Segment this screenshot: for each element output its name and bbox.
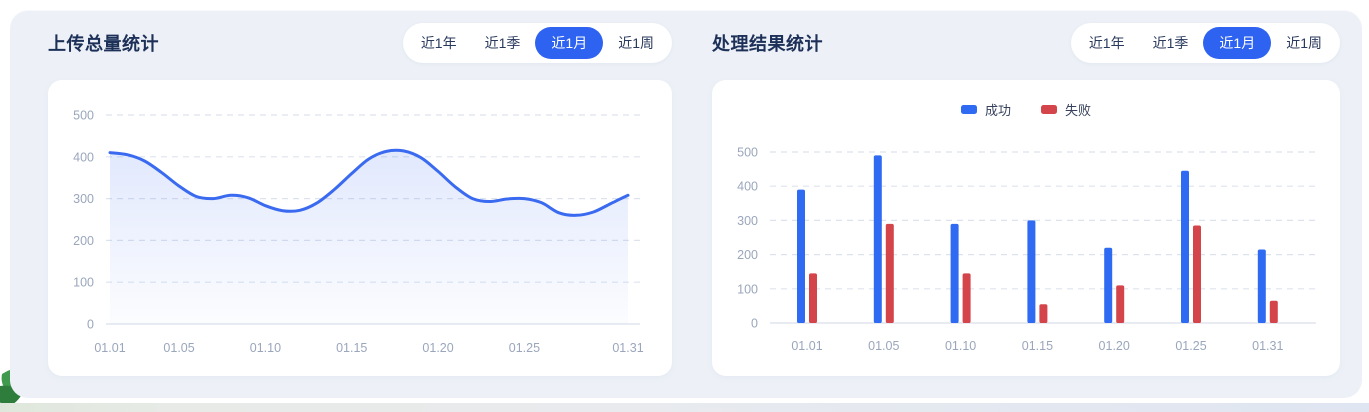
- legend-fail-label: 失败: [1065, 103, 1092, 118]
- upload-filter-option-week[interactable]: 近1周: [618, 35, 654, 51]
- svg-text:400: 400: [73, 150, 94, 164]
- statistics-panel: 上传总量统计 近1年 近1季 近1月 近1周 0 100 200 300 400 500 0…: [10, 10, 1362, 398]
- svg-text:01.01: 01.01: [791, 339, 822, 353]
- success-legend-swatch-icon: [960, 105, 977, 114]
- upload-stats-title: 上传总量统计: [48, 34, 159, 54]
- chart-legend: 成功 失败: [712, 100, 1340, 119]
- result-stats-header: 处理结果统计 近1年 近1季 近1月 近1周: [712, 22, 1340, 64]
- result-filter-option-week[interactable]: 近1周: [1286, 35, 1322, 51]
- upload-filter-option-quarter[interactable]: 近1季: [484, 35, 521, 51]
- svg-text:01.31: 01.31: [1252, 339, 1283, 353]
- result-filter-option-month[interactable]: 近1月: [1203, 27, 1272, 59]
- upload-stats-section: 上传总量统计 近1年 近1季 近1月 近1周 0 100 200 300 400 500 0…: [48, 22, 672, 376]
- svg-text:01.25: 01.25: [509, 341, 540, 355]
- svg-text:200: 200: [73, 234, 94, 248]
- svg-text:01.10: 01.10: [250, 341, 281, 355]
- result-time-filter: 近1年 近1季 近1月 近1周: [1070, 23, 1340, 63]
- legend-success-label: 成功: [984, 103, 1011, 118]
- upload-filter-option-year[interactable]: 近1年: [420, 35, 457, 51]
- svg-text:500: 500: [73, 109, 94, 123]
- upload-stats-header: 上传总量统计 近1年 近1季 近1月 近1周: [48, 22, 672, 64]
- legend-item-success[interactable]: 成功: [960, 100, 1011, 119]
- result-stats-section: 处理结果统计 近1年 近1季 近1月 近1周 成功 失败: [712, 22, 1340, 376]
- svg-text:100: 100: [737, 282, 758, 296]
- upload-chart-card: 0 100 200 300 400 500 01.01 01.05 01.10 01.15 01.2…: [48, 80, 672, 376]
- svg-text:100: 100: [73, 276, 94, 290]
- upload-filter-option-month[interactable]: 近1月: [535, 27, 604, 59]
- svg-text:01.05: 01.05: [868, 339, 899, 353]
- svg-text:01.15: 01.15: [1022, 339, 1053, 353]
- svg-text:01.20: 01.20: [1099, 339, 1130, 353]
- svg-text:0: 0: [751, 317, 758, 331]
- svg-text:01.15: 01.15: [336, 341, 367, 355]
- result-bar-chart: 0 100 200 300 400 500 01.01 01.05 01.10 01.15 01.2…: [737, 146, 1316, 353]
- svg-text:01.10: 01.10: [945, 339, 976, 353]
- svg-text:01.01: 01.01: [94, 341, 125, 355]
- upload-line-chart: 0 100 200 300 400 500 01.01 01.05 01.10 01.15 01.2…: [73, 109, 644, 356]
- result-stats-title: 处理结果统计: [712, 34, 823, 54]
- svg-text:01.25: 01.25: [1175, 339, 1206, 353]
- svg-text:0: 0: [87, 318, 94, 332]
- bottom-divider: [0, 403, 1369, 412]
- svg-text:400: 400: [737, 180, 758, 194]
- svg-text:300: 300: [73, 192, 94, 206]
- fail-legend-swatch-icon: [1041, 105, 1057, 114]
- svg-text:01.31: 01.31: [612, 341, 643, 355]
- svg-text:01.05: 01.05: [163, 341, 194, 355]
- legend-item-fail[interactable]: 失败: [1041, 100, 1091, 119]
- svg-text:01.20: 01.20: [422, 341, 453, 355]
- result-chart-card: 成功 失败 0 100 200 300 400 500 01.01 01.05 01.10 01.…: [712, 80, 1340, 376]
- svg-text:300: 300: [737, 214, 758, 228]
- result-filter-option-year[interactable]: 近1年: [1088, 35, 1125, 51]
- upload-time-filter: 近1年 近1季 近1月 近1周: [402, 23, 672, 63]
- svg-text:200: 200: [737, 248, 758, 262]
- svg-text:500: 500: [737, 146, 758, 160]
- result-filter-option-quarter[interactable]: 近1季: [1152, 35, 1189, 51]
